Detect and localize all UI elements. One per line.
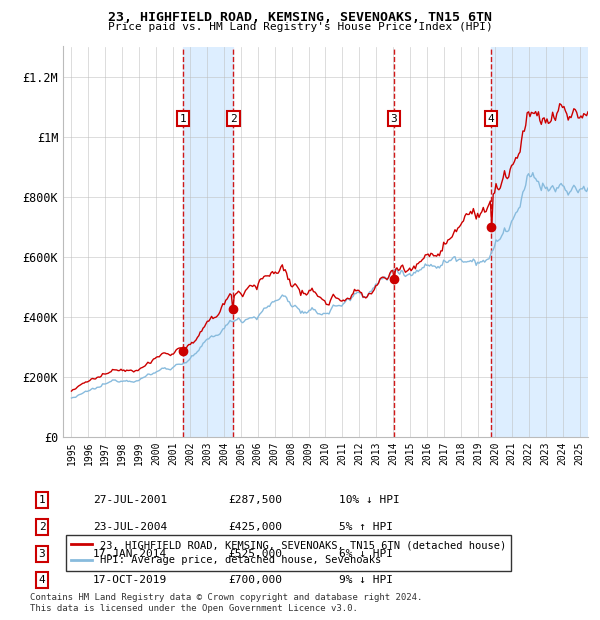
- Text: Contains HM Land Registry data © Crown copyright and database right 2024.
This d: Contains HM Land Registry data © Crown c…: [30, 593, 422, 613]
- Text: 4: 4: [488, 113, 494, 123]
- Text: £525,000: £525,000: [228, 549, 282, 559]
- Text: £287,500: £287,500: [228, 495, 282, 505]
- Text: £425,000: £425,000: [228, 522, 282, 532]
- Bar: [183, 46, 233, 437]
- Text: 4: 4: [38, 575, 46, 585]
- Text: 2: 2: [38, 522, 46, 532]
- Text: 3: 3: [391, 113, 397, 123]
- Text: 6% ↓ HPI: 6% ↓ HPI: [339, 549, 393, 559]
- Text: 3: 3: [38, 549, 46, 559]
- Legend: 23, HIGHFIELD ROAD, KEMSING, SEVENOAKS, TN15 6TN (detached house), HPI: Average : 23, HIGHFIELD ROAD, KEMSING, SEVENOAKS, …: [65, 535, 511, 570]
- Text: 9% ↓ HPI: 9% ↓ HPI: [339, 575, 393, 585]
- Text: 1: 1: [179, 113, 186, 123]
- Text: 17-OCT-2019: 17-OCT-2019: [93, 575, 167, 585]
- Text: 1: 1: [38, 495, 46, 505]
- Text: 17-JAN-2014: 17-JAN-2014: [93, 549, 167, 559]
- Text: 23, HIGHFIELD ROAD, KEMSING, SEVENOAKS, TN15 6TN: 23, HIGHFIELD ROAD, KEMSING, SEVENOAKS, …: [108, 11, 492, 24]
- Text: 27-JUL-2001: 27-JUL-2001: [93, 495, 167, 505]
- Bar: [491, 46, 588, 437]
- Text: 23-JUL-2004: 23-JUL-2004: [93, 522, 167, 532]
- Text: 5% ↑ HPI: 5% ↑ HPI: [339, 522, 393, 532]
- Text: 2: 2: [230, 113, 237, 123]
- Text: 10% ↓ HPI: 10% ↓ HPI: [339, 495, 400, 505]
- Text: £700,000: £700,000: [228, 575, 282, 585]
- Text: Price paid vs. HM Land Registry's House Price Index (HPI): Price paid vs. HM Land Registry's House …: [107, 22, 493, 32]
